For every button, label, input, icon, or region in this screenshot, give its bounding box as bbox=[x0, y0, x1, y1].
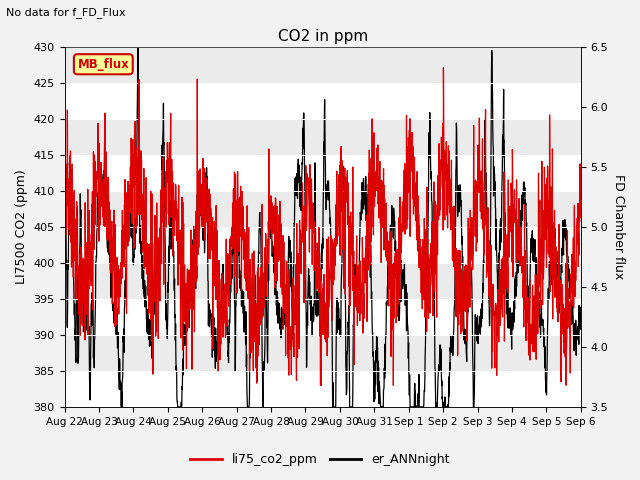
Bar bbox=[65, 371, 581, 407]
Bar bbox=[65, 155, 581, 191]
Y-axis label: FD Chamber flux: FD Chamber flux bbox=[612, 174, 625, 279]
Text: No data for f_FD_Flux: No data for f_FD_Flux bbox=[6, 7, 126, 18]
Bar bbox=[65, 263, 581, 299]
Y-axis label: LI7500 CO2 (ppm): LI7500 CO2 (ppm) bbox=[15, 169, 28, 284]
Legend: li75_co2_ppm, er_ANNnight: li75_co2_ppm, er_ANNnight bbox=[186, 448, 454, 471]
Bar bbox=[65, 47, 581, 83]
Bar bbox=[65, 227, 581, 263]
Bar bbox=[65, 191, 581, 227]
Bar bbox=[65, 83, 581, 119]
Bar bbox=[65, 335, 581, 371]
Bar bbox=[65, 299, 581, 335]
Title: CO2 in ppm: CO2 in ppm bbox=[278, 29, 368, 44]
Bar bbox=[65, 119, 581, 155]
Text: MB_flux: MB_flux bbox=[77, 58, 129, 71]
